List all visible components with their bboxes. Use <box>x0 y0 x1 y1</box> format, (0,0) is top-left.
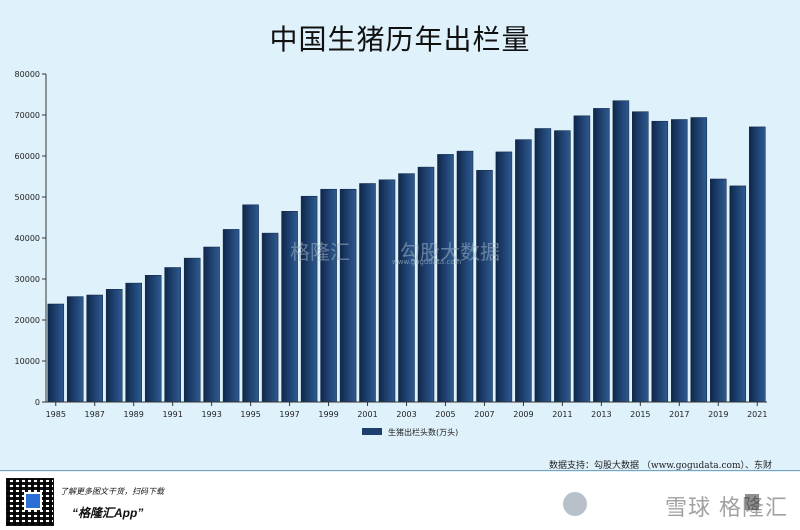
bar-2015 <box>632 111 649 403</box>
x-tick-label: 2009 <box>513 410 533 419</box>
bar-2017 <box>671 119 688 403</box>
bar-2004 <box>417 166 435 403</box>
bar-1998 <box>300 195 318 403</box>
bar-2008 <box>495 151 513 403</box>
x-tick-label: 2007 <box>474 410 494 419</box>
x-tick-label: 1987 <box>85 410 105 419</box>
bar-1993 <box>203 246 220 403</box>
x-tick-label: 2011 <box>552 410 572 419</box>
y-tick-label: 80000 <box>15 70 40 79</box>
bar-1999 <box>320 188 337 403</box>
y-tick-label: 40000 <box>15 234 40 243</box>
x-tick-label: 1985 <box>46 410 66 419</box>
x-tick-label: 2013 <box>591 410 611 419</box>
brand-watermark: 雪球 格隆汇 <box>665 496 788 521</box>
bar-1994 <box>222 229 240 403</box>
bar-2007 <box>476 170 493 403</box>
y-tick-label: 60000 <box>15 152 40 161</box>
bar-1995 <box>242 204 259 403</box>
chart-title: 中国生猪历年出栏量 <box>269 23 531 56</box>
bar-2006 <box>456 150 474 403</box>
y-tick-label: 50000 <box>15 193 40 202</box>
x-axis: 1985 1987 1989 1991 1993 1995 1997 1999 2001 2003… <box>46 401 767 419</box>
bar-1987 <box>86 294 103 403</box>
x-tick-label: 1993 <box>201 410 221 419</box>
x-tick-label: 2001 <box>357 410 377 419</box>
bar-1989 <box>125 282 142 403</box>
x-tick-label: 1999 <box>318 410 338 419</box>
bar-2018 <box>690 117 708 403</box>
bar-1996 <box>261 232 279 403</box>
promo-text: 了解更多图文干货，扫码下载 <box>60 487 164 496</box>
qr-code[interactable] <box>6 478 54 526</box>
y-axis: 0 10000 20000 30000 40000 50000 60000 70000 8000… <box>15 70 47 407</box>
bar-2021 <box>749 126 766 403</box>
bar-1985 <box>47 303 65 403</box>
bar-2019 <box>710 178 727 403</box>
bar-2002 <box>378 179 396 403</box>
app-logo-icon <box>24 492 42 510</box>
x-tick-label: 2017 <box>669 410 689 419</box>
x-tick-label: 2015 <box>630 410 650 419</box>
x-tick-label: 1995 <box>240 410 260 419</box>
bar-2012 <box>573 115 591 403</box>
bar-1988 <box>105 289 123 403</box>
y-tick-label: 20000 <box>15 316 40 325</box>
bar-2010 <box>534 128 552 403</box>
bar-2001 <box>359 183 376 403</box>
bar-2009 <box>515 139 532 403</box>
y-tick-label: 0 <box>35 398 40 407</box>
bars-group <box>47 100 766 403</box>
x-tick-label: 2005 <box>435 410 455 419</box>
legend: 生猪出栏头数(万头) <box>362 427 458 437</box>
watermark-url: www.gogudata.com <box>392 258 462 266</box>
legend-label: 生猪出栏头数(万头) <box>388 427 458 437</box>
x-tick-label: 1991 <box>162 410 182 419</box>
data-source: 数据支持：勾股大数据 （www.gogudata.com）、东财 <box>549 461 772 471</box>
bar-2014 <box>612 100 630 403</box>
x-tick-label: 2019 <box>708 410 728 419</box>
bar-2000 <box>339 188 357 403</box>
bar-2020 <box>729 185 747 403</box>
legend-swatch <box>362 428 382 435</box>
gelonghui-logo-icon <box>745 494 759 510</box>
bar-2003 <box>398 173 415 403</box>
x-tick-label: 1989 <box>124 410 144 419</box>
footer-divider <box>0 470 800 471</box>
bar-1991 <box>164 267 181 403</box>
snowball-logo-icon <box>563 492 587 516</box>
bar-1986 <box>66 296 84 403</box>
x-tick-label: 2021 <box>747 410 767 419</box>
y-tick-label: 30000 <box>15 275 40 284</box>
promo-app-name: “格隆汇App” <box>72 506 144 520</box>
bar-1992 <box>183 257 201 403</box>
x-tick-label: 2003 <box>396 410 416 419</box>
y-tick-label: 70000 <box>15 111 40 120</box>
bar-1990 <box>144 275 162 403</box>
bar-2011 <box>554 130 571 403</box>
x-tick-label: 1997 <box>279 410 299 419</box>
bar-2016 <box>651 120 669 403</box>
bar-2005 <box>437 154 454 403</box>
bar-2013 <box>593 108 610 403</box>
watermark-right: 勾股大数据 <box>400 240 500 264</box>
footer-bar <box>0 472 800 530</box>
y-tick-label: 10000 <box>15 357 40 366</box>
watermark-left: 格隆汇 <box>290 240 350 264</box>
bar-chart: 0 10000 20000 30000 40000 50000 60000 70000 8000… <box>15 70 768 437</box>
